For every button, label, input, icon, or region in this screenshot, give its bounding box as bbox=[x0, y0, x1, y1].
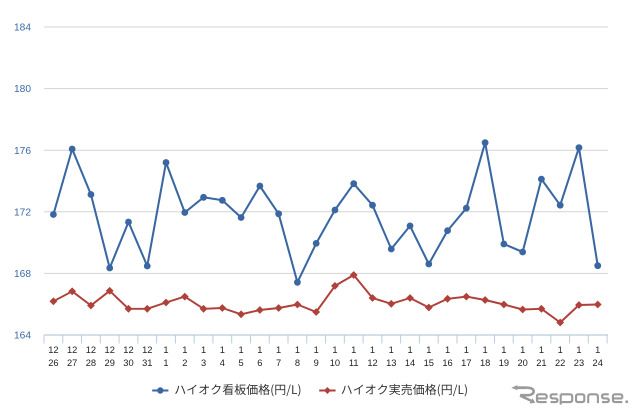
svg-text:8: 8 bbox=[295, 358, 300, 368]
svg-text:12: 12 bbox=[123, 345, 133, 355]
svg-text:20: 20 bbox=[517, 358, 527, 368]
svg-text:23: 23 bbox=[574, 358, 584, 368]
svg-text:1: 1 bbox=[595, 345, 600, 355]
svg-text:11: 11 bbox=[349, 358, 359, 368]
svg-text:1: 1 bbox=[239, 345, 244, 355]
svg-text:168: 168 bbox=[14, 269, 31, 280]
svg-text:22: 22 bbox=[555, 358, 565, 368]
svg-text:19: 19 bbox=[499, 358, 509, 368]
svg-text:10: 10 bbox=[330, 358, 340, 368]
svg-text:12: 12 bbox=[48, 345, 58, 355]
svg-text:15: 15 bbox=[424, 358, 434, 368]
svg-text:28: 28 bbox=[86, 358, 96, 368]
svg-text:14: 14 bbox=[405, 358, 415, 368]
svg-text:1: 1 bbox=[520, 345, 525, 355]
svg-text:6: 6 bbox=[257, 358, 262, 368]
svg-text:1: 1 bbox=[182, 345, 187, 355]
svg-text:26: 26 bbox=[48, 358, 58, 368]
svg-text:1: 1 bbox=[483, 345, 488, 355]
svg-text:1: 1 bbox=[558, 345, 563, 355]
svg-text:27: 27 bbox=[67, 358, 77, 368]
svg-text:3: 3 bbox=[201, 358, 206, 368]
svg-text:172: 172 bbox=[14, 207, 31, 218]
svg-text:12: 12 bbox=[367, 358, 377, 368]
svg-text:30: 30 bbox=[123, 358, 133, 368]
svg-text:1: 1 bbox=[539, 345, 544, 355]
svg-text:12: 12 bbox=[105, 345, 115, 355]
svg-text:1: 1 bbox=[445, 345, 450, 355]
svg-text:5: 5 bbox=[239, 358, 244, 368]
svg-text:12: 12 bbox=[86, 345, 96, 355]
svg-text:1: 1 bbox=[407, 345, 412, 355]
svg-text:12: 12 bbox=[67, 345, 77, 355]
svg-text:1: 1 bbox=[276, 345, 281, 355]
svg-text:13: 13 bbox=[386, 358, 396, 368]
svg-text:1: 1 bbox=[220, 345, 225, 355]
svg-text:184: 184 bbox=[14, 23, 31, 34]
svg-text:1: 1 bbox=[257, 345, 262, 355]
svg-text:1: 1 bbox=[501, 345, 506, 355]
svg-text:31: 31 bbox=[142, 358, 152, 368]
svg-text:16: 16 bbox=[442, 358, 452, 368]
svg-text:2: 2 bbox=[182, 358, 187, 368]
svg-text:1: 1 bbox=[332, 345, 337, 355]
svg-text:180: 180 bbox=[14, 84, 31, 95]
svg-text:7: 7 bbox=[276, 358, 281, 368]
svg-text:1: 1 bbox=[464, 345, 469, 355]
svg-text:17: 17 bbox=[461, 358, 471, 368]
svg-text:9: 9 bbox=[314, 358, 319, 368]
svg-text:29: 29 bbox=[105, 358, 115, 368]
svg-text:24: 24 bbox=[593, 358, 603, 368]
svg-text:1: 1 bbox=[370, 345, 375, 355]
svg-text:12: 12 bbox=[142, 345, 152, 355]
svg-text:1: 1 bbox=[351, 345, 356, 355]
svg-text:1: 1 bbox=[201, 345, 206, 355]
svg-text:1: 1 bbox=[426, 345, 431, 355]
svg-text:1: 1 bbox=[163, 345, 168, 355]
svg-text:1: 1 bbox=[576, 345, 581, 355]
svg-text:1: 1 bbox=[163, 358, 168, 368]
svg-text:1: 1 bbox=[314, 345, 319, 355]
svg-text:4: 4 bbox=[220, 358, 225, 368]
svg-text:18: 18 bbox=[480, 358, 490, 368]
svg-text:1: 1 bbox=[389, 345, 394, 355]
svg-text:21: 21 bbox=[536, 358, 546, 368]
svg-text:164: 164 bbox=[14, 331, 31, 342]
svg-text:176: 176 bbox=[14, 146, 31, 157]
svg-text:1: 1 bbox=[295, 345, 300, 355]
